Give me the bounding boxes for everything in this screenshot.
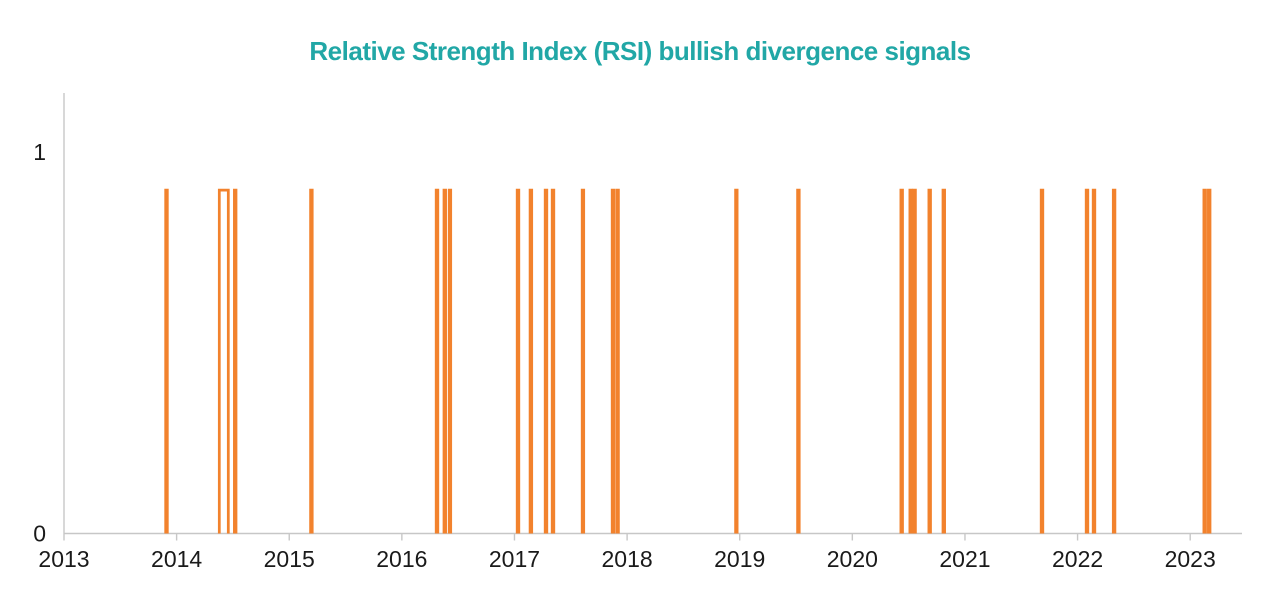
- y-tick-label: 0: [33, 521, 46, 547]
- signal-spike: [528, 188, 534, 534]
- signal-spike: [447, 188, 453, 534]
- chart-title: Relative Strength Index (RSI) bullish di…: [309, 36, 971, 66]
- x-tick-label: 2018: [602, 546, 653, 572]
- signal-spike: [615, 188, 620, 534]
- signal-spike: [1111, 188, 1117, 534]
- x-tick-label: 2016: [376, 546, 427, 572]
- signal-spike: [434, 188, 440, 534]
- signal-spike: [899, 188, 904, 534]
- signal-spike: [515, 188, 521, 534]
- signal-spike: [233, 188, 238, 534]
- signal-spike: [1207, 188, 1212, 534]
- x-tick-label: 2013: [38, 546, 89, 572]
- x-tick-label: 2021: [939, 546, 990, 572]
- signal-spike: [1039, 188, 1045, 534]
- signal-spike: [309, 188, 314, 534]
- signal-spike: [610, 188, 616, 534]
- signal-spike: [796, 188, 801, 534]
- signal-spike: [927, 188, 932, 534]
- x-tick-label: 2015: [264, 546, 315, 572]
- x-tick-label: 2019: [714, 546, 765, 572]
- signal-spike: [543, 188, 549, 534]
- signal-spike: [217, 188, 230, 534]
- x-tick-label: 2017: [489, 546, 540, 572]
- signal-spike: [1091, 188, 1097, 534]
- x-tick-label: 2014: [151, 546, 202, 572]
- signal-spike: [164, 188, 169, 534]
- signal-spike: [734, 188, 739, 534]
- x-tick-label: 2023: [1165, 546, 1216, 572]
- signal-spike: [580, 188, 586, 534]
- y-tick-label: 1: [33, 139, 46, 165]
- x-tick-label: 2022: [1052, 546, 1103, 572]
- signal-spike: [442, 188, 447, 534]
- x-tick-label: 2020: [827, 546, 878, 572]
- signal-spike: [1202, 188, 1207, 534]
- signal-spike: [941, 188, 946, 534]
- signal-spike: [1084, 188, 1090, 534]
- signal-spike: [912, 188, 917, 534]
- signal-spike: [908, 188, 913, 534]
- signal-spike: [550, 188, 556, 534]
